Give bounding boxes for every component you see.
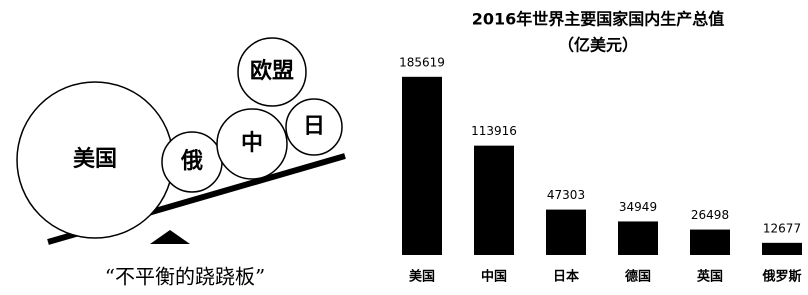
x-tick-label: 日本 <box>553 269 579 285</box>
chart-subtitle: （亿美元） <box>558 36 638 55</box>
x-tick-label: 德国 <box>625 269 651 285</box>
label: 欧盟 <box>250 58 294 84</box>
value-label: 26498 <box>691 208 729 222</box>
x-tick-label: 俄罗斯 <box>761 269 801 285</box>
label: 日 <box>303 114 325 139</box>
bar <box>402 77 442 255</box>
caption: “不平衡的跷跷板” <box>105 265 265 289</box>
x-tick-label: 英国 <box>696 269 723 285</box>
bar <box>474 146 514 255</box>
x-tick-label: 美国 <box>409 269 435 285</box>
bar <box>762 243 802 255</box>
fulcrum <box>150 230 190 244</box>
bar <box>690 230 730 255</box>
chart-title: 2016年世界主要国家国内生产总值 <box>472 10 725 29</box>
page: 美国 俄 中 日 欧盟 “不平衡的跷跷板” 2016年世界主要国家国内生产总值 … <box>0 0 808 295</box>
value-label: 12677 <box>763 221 801 235</box>
label: 中 <box>241 131 263 156</box>
label: 美国 <box>73 146 117 172</box>
label: 俄 <box>180 149 203 174</box>
value-label: 47303 <box>547 188 585 202</box>
value-label: 185619 <box>399 55 445 69</box>
bar <box>618 221 658 255</box>
value-label: 34949 <box>619 200 657 214</box>
bar <box>546 210 586 255</box>
value-label: 113916 <box>471 124 517 138</box>
x-tick-label: 中国 <box>481 269 507 285</box>
seesaw-illustration: 美国 俄 中 日 欧盟 “不平衡的跷跷板” <box>17 38 345 289</box>
